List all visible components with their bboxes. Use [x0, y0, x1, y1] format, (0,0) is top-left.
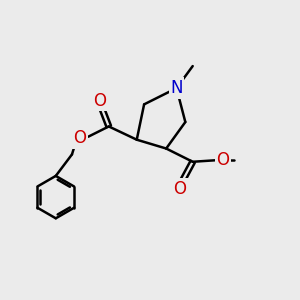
Text: O: O [73, 129, 86, 147]
Text: O: O [93, 92, 106, 110]
Text: O: O [217, 151, 230, 169]
Text: N: N [170, 79, 183, 97]
Text: O: O [173, 180, 186, 198]
